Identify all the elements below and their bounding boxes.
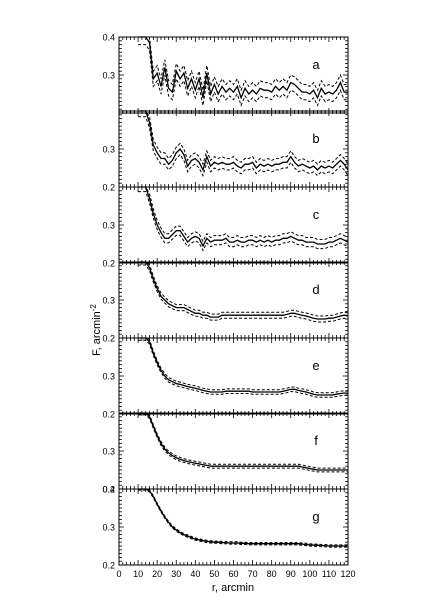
x-tick-label: 90 (286, 569, 296, 579)
series-upper-envelope (138, 261, 349, 317)
y-tick-label: 0.3 (102, 447, 115, 457)
series-lower-envelope (138, 191, 349, 252)
series-central-curve (138, 261, 349, 320)
series-lower-envelope (138, 489, 348, 548)
series-lower-envelope (138, 264, 349, 323)
panel-b: 0.2 0.3 b (102, 110, 349, 193)
series-upper-envelope (138, 488, 348, 546)
y-axis-label-exponent: -2 (89, 304, 98, 312)
series-upper-envelope (138, 110, 349, 166)
series-upper-envelope (138, 337, 348, 394)
panel-d: 0.2 0.3 d (102, 261, 349, 344)
x-tick-label: 120 (340, 569, 355, 579)
y-tick-label: 0.2 (102, 259, 115, 269)
panel-frame (118, 488, 349, 566)
series-lower-envelope (138, 339, 348, 398)
x-tick-label: 100 (302, 569, 317, 579)
y-tick-label: 0.3 (102, 145, 115, 155)
y-axis-label-text: F, arcmin (91, 311, 103, 356)
y-tick-label: 0.2 (102, 485, 115, 495)
x-tick-label: 110 (322, 569, 336, 579)
y-tick-label: 0.2 (102, 561, 115, 571)
y-tick-label: 0.3 (102, 221, 115, 231)
panel-frame (118, 261, 349, 339)
y-axis-label: F, arcmin-2 (89, 304, 103, 356)
series-lower-envelope (138, 44, 348, 107)
series-central-curve (138, 36, 348, 100)
panel-label: g (312, 509, 319, 524)
panel-f: 0.2 0.3 f (102, 412, 349, 495)
y-tick-label: 0.2 (102, 183, 115, 193)
series-central-curve (138, 186, 349, 248)
series-upper-envelope (138, 412, 348, 469)
x-tick-labels: 0 10 20 30 40 50 60 70 80 90 100 110 120 (116, 569, 355, 579)
y-tick-label: 0.3 (102, 372, 115, 382)
panel-c: 0.2 0.3 c (102, 186, 349, 269)
panel-label: c (313, 207, 320, 222)
panel-frame (118, 337, 349, 415)
panels-group: 0.30.4a0.20.3b0.20.3c0.20.3d0.20.3e0.20.… (102, 33, 349, 571)
panel-label: d (312, 282, 319, 297)
series-central-curve (138, 337, 348, 396)
panel-a: 0.3 0.4 a (102, 33, 349, 114)
y-tick-label: 0.4 (102, 33, 115, 43)
x-tick-label: 10 (133, 569, 143, 579)
y-tick-label: 0.3 (102, 523, 115, 533)
x-axis-label: r, arcmin (212, 582, 254, 594)
y-tick-label: 0.3 (102, 71, 115, 81)
panel-label: e (312, 358, 319, 373)
panel-g: 0.2 0.3 0.4 g (102, 485, 349, 571)
x-tick-label: 50 (209, 569, 219, 579)
series-central-curve (138, 488, 348, 547)
y-tick-label: 0.2 (102, 410, 115, 420)
panel-frame (118, 186, 349, 264)
panel-e: 0.2 0.3 e (102, 337, 349, 420)
series-upper-envelope (138, 36, 348, 92)
panel-label: b (312, 131, 319, 146)
x-tick-label: 30 (171, 569, 181, 579)
panel-label: f (314, 433, 318, 448)
x-tick-label: 20 (152, 569, 162, 579)
x-tick-label: 70 (248, 569, 258, 579)
panel-label: a (312, 57, 320, 72)
y-axis-label-group: F, arcmin-2 (89, 304, 103, 356)
y-tick-label: 0.2 (102, 334, 115, 344)
series-central-curve (138, 110, 349, 172)
series-lower-envelope (138, 116, 349, 177)
series-upper-envelope (138, 186, 349, 243)
series-central-curve (138, 412, 348, 471)
x-tick-label: 60 (228, 569, 238, 579)
series-lower-envelope (138, 414, 348, 473)
y-tick-label: 0.3 (102, 296, 115, 306)
x-tick-label: 40 (190, 569, 200, 579)
x-tick-label: 80 (267, 569, 277, 579)
x-tick-label: 0 (116, 569, 121, 579)
y-tick-label: 0.4 (102, 485, 115, 495)
